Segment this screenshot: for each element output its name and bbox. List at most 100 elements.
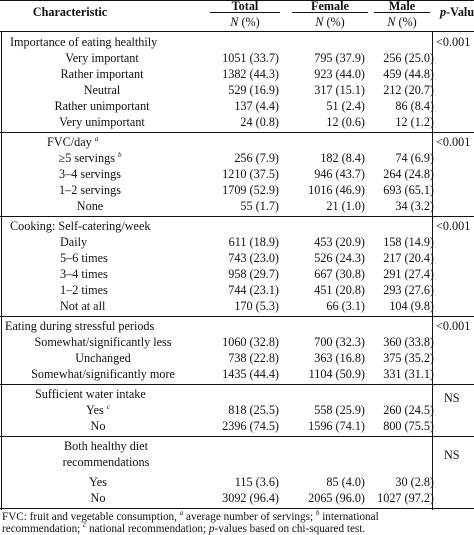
cell-male: 291 (27.4) <box>383 267 434 281</box>
cell-female: 667 (30.8) <box>314 267 365 281</box>
cell-female: 1104 (50.9) <box>308 367 365 381</box>
cell-female: 85 (4.0) <box>326 475 365 489</box>
cell-total: 256 (7.9) <box>234 151 279 165</box>
row-label: 3–4 servings <box>59 167 121 181</box>
cell-female: 451 (20.8) <box>314 283 365 297</box>
cell-total: 958 (29.7) <box>228 267 279 281</box>
cell-male: 158 (14.9) <box>383 235 434 249</box>
row-label: Not at all <box>60 299 106 313</box>
cell-total: 744 (23.1) <box>228 283 279 297</box>
section-rule <box>0 436 474 437</box>
vertical-rule-p <box>432 31 433 510</box>
cell-total: 115 (3.6) <box>234 475 279 489</box>
cell-female: 526 (24.3) <box>314 251 365 265</box>
cell-female: 66 (3.1) <box>326 299 365 313</box>
header-rule <box>0 31 474 33</box>
cell-male: 331 (31.1) <box>383 367 434 381</box>
p-value: <0.001 <box>436 219 471 233</box>
row-label: 3–4 times <box>60 267 108 281</box>
header-p-value: p-Value <box>440 5 474 19</box>
cell-male: 800 (75.5) <box>383 419 434 433</box>
cell-female: 700 (32.3) <box>314 335 365 349</box>
cell-female: 923 (44.0) <box>314 67 365 81</box>
cell-male: 264 (24.8) <box>383 167 434 181</box>
header-male: Male <box>388 0 416 13</box>
cell-total: 1382 (44.3) <box>222 67 279 81</box>
section-title-line2: recommendations <box>62 455 150 469</box>
row-label: Yes <box>89 475 107 489</box>
row-label: Very important <box>65 51 139 65</box>
cell-male: 375 (35.2) <box>383 351 434 365</box>
cell-total: 55 (1.7) <box>240 199 279 213</box>
row-label: ≥5 servings b <box>58 151 122 165</box>
cell-female: 182 (8.4) <box>320 151 365 165</box>
top-rule <box>0 0 474 2</box>
row-label: Somewhat/significantly less <box>34 335 172 349</box>
p-value: NS <box>444 448 460 462</box>
cell-total: 137 (4.4) <box>234 99 279 113</box>
header-underline-male <box>374 12 430 13</box>
row-label: No <box>90 419 106 433</box>
header-n-male: N (%) <box>387 15 417 29</box>
p-value: <0.001 <box>436 319 471 333</box>
cell-female: 1016 (46.9) <box>308 183 365 197</box>
cell-male: 104 (9.8) <box>389 299 434 313</box>
section-title-line1: Both healthy diet <box>64 439 148 453</box>
cell-male: 12 (1.2) <box>395 115 434 129</box>
row-label: Somewhat/significantly more <box>31 367 175 381</box>
row-label: Unchanged <box>75 351 131 365</box>
section-rule <box>0 216 474 217</box>
cell-total: 738 (22.8) <box>228 351 279 365</box>
cell-male: 30 (2.8) <box>395 475 434 489</box>
section-title: Importance of eating healthily <box>10 35 158 49</box>
row-label: Daily <box>60 235 88 249</box>
section-title: Cooking: Self-catering/week <box>10 219 151 233</box>
row-label: Neutral <box>83 83 121 97</box>
p-value: <0.001 <box>436 135 471 149</box>
cell-total: 1435 (44.4) <box>222 367 279 381</box>
row-label: Very unimportant <box>59 115 145 129</box>
cell-female: 795 (37.9) <box>314 51 365 65</box>
row-label: None <box>76 199 104 213</box>
cell-total: 1051 (33.7) <box>222 51 279 65</box>
section-rule <box>0 384 474 385</box>
section-title: Eating during stressful periods <box>5 319 155 333</box>
cell-male: 256 (25.0) <box>383 51 434 65</box>
row-label: Yes c <box>86 403 110 417</box>
cell-male: 260 (24.5) <box>383 403 434 417</box>
cell-male: 1027 (97.2) <box>377 491 434 505</box>
bottom-rule <box>0 508 474 510</box>
row-label: Rather important <box>60 67 144 81</box>
cell-male: 74 (6.9) <box>395 151 434 165</box>
cell-female: 51 (2.4) <box>326 99 365 113</box>
cell-male: 293 (27.6) <box>383 283 434 297</box>
cell-total: 1709 (52.9) <box>222 183 279 197</box>
header-characteristic: Characteristic <box>32 5 108 19</box>
cell-total: 743 (23.0) <box>228 251 279 265</box>
p-value: <0.001 <box>436 35 471 49</box>
cell-female: 558 (25.9) <box>314 403 365 417</box>
cell-male: 34 (3.2) <box>395 199 434 213</box>
row-label: Rather unimportant <box>54 99 150 113</box>
cell-total: 818 (25.5) <box>228 403 279 417</box>
section-rule <box>0 132 474 133</box>
cell-male: 86 (8.4) <box>395 99 434 113</box>
row-label: No <box>90 491 106 505</box>
header-underline-total <box>210 12 280 13</box>
header-n-female: N (%) <box>315 15 345 29</box>
cell-total: 3092 (96.4) <box>222 491 279 505</box>
footnote-line2: recommendation; c national recommendatio… <box>2 521 366 535</box>
cell-total: 529 (16.9) <box>228 83 279 97</box>
cell-male: 693 (65.1) <box>383 183 434 197</box>
row-label: 1–2 times <box>60 283 108 297</box>
cell-total: 2396 (74.5) <box>222 419 279 433</box>
cell-male: 212 (20.7) <box>383 83 434 97</box>
cell-male: 360 (33.8) <box>383 335 434 349</box>
section-title: Sufficient water intake <box>35 387 146 401</box>
cell-female: 12 (0.6) <box>326 115 365 129</box>
cell-total: 24 (0.8) <box>240 115 279 129</box>
row-label: 5–6 times <box>60 251 108 265</box>
cell-female: 1596 (74.1) <box>308 419 365 433</box>
cell-female: 453 (20.9) <box>314 235 365 249</box>
